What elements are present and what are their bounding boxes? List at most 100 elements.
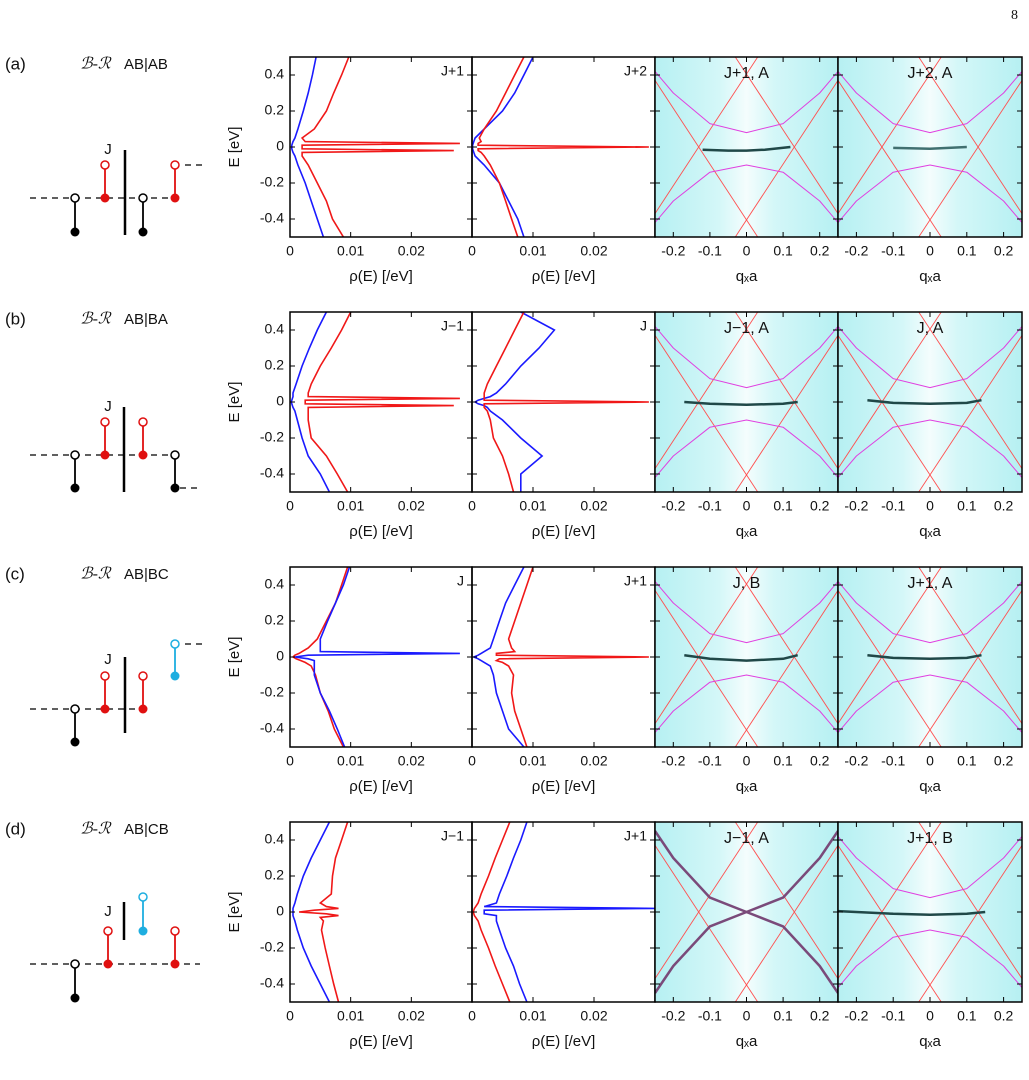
x-axis-label: qₓa	[736, 1033, 758, 1050]
frame	[837, 311, 1023, 493]
spectral-background	[838, 567, 1022, 747]
y-tick-label: -0.4	[260, 720, 284, 736]
y-tick-label: -0.2	[260, 684, 284, 700]
panel-label: (d)	[5, 819, 26, 838]
y-tick-label: 0.2	[265, 102, 285, 118]
filled-site	[70, 993, 80, 1003]
x-axis-label: qₓa	[919, 778, 941, 795]
panel-title: J	[640, 318, 647, 334]
x-axis-label: ρ(E) [/eV]	[532, 268, 596, 285]
x-tick-label: 0.2	[994, 498, 1014, 514]
open-site	[70, 959, 80, 969]
x-tick-label: 0.1	[957, 498, 977, 514]
panel-title: J−1, A	[724, 320, 769, 337]
band-curve	[655, 419, 838, 478]
x-axis-label: ρ(E) [/eV]	[349, 268, 413, 285]
x-tick-label: 0.1	[773, 243, 793, 259]
band-curve	[893, 145, 967, 151]
panel: 0 0.01 0.02 -0.4 -0.2 0 0.2 0.4 J−1 ρ(E) [/eV] E […	[226, 821, 473, 1050]
filled-site	[70, 737, 80, 747]
filled-site	[170, 671, 180, 681]
stacking-label: AB|BC	[124, 566, 169, 583]
x-tick-label: 0.01	[519, 498, 546, 514]
x-tick-label: 0.02	[580, 498, 607, 514]
x-tick-label: 0	[743, 753, 751, 769]
spectral-background	[655, 567, 838, 747]
plot-area	[291, 57, 460, 237]
x-tick-label: 0.02	[398, 753, 425, 769]
band-curve	[655, 335, 759, 492]
band-curve	[655, 164, 838, 223]
x-tick-label: 0	[468, 1008, 476, 1024]
band-curve	[734, 312, 838, 469]
x-tick-label: -0.2	[844, 1008, 868, 1024]
x-tick-label: 0.2	[810, 1008, 830, 1024]
x-tick-label: -0.1	[698, 498, 722, 514]
band-curve	[867, 398, 982, 406]
frame	[837, 56, 1023, 238]
x-tick-label: -0.1	[698, 753, 722, 769]
panel: -0.2 -0.1 0 0.1 0.2 J+1, A qₓa	[837, 566, 1023, 795]
model-label: ℬ-ℛ	[80, 566, 112, 583]
y-tick-label: -0.4	[260, 975, 284, 991]
filled-site	[70, 227, 80, 237]
y-tick-label: -0.2	[260, 429, 284, 445]
frame	[289, 821, 473, 1003]
y-axis-label: E [eV]	[226, 637, 243, 678]
x-tick-label: 0.2	[994, 243, 1014, 259]
open-site	[100, 417, 110, 427]
x-axis-label: ρ(E) [/eV]	[532, 778, 596, 795]
plot-area	[472, 567, 649, 747]
panel-title: J, A	[917, 320, 944, 337]
y-tick-label: 0.4	[265, 66, 285, 82]
dos-curve	[494, 567, 649, 747]
x-tick-label: 0.02	[398, 498, 425, 514]
x-tick-label: 0.1	[773, 1008, 793, 1024]
band-curve	[655, 326, 838, 389]
panel-title: J+1	[624, 828, 647, 844]
band-curve	[838, 419, 1022, 478]
x-tick-label: 0.1	[957, 753, 977, 769]
panel: 0 0.01 0.02 J+1 ρ(E) [/eV]	[468, 566, 656, 795]
stacking-label: AB|BA	[124, 311, 168, 328]
open-site	[170, 450, 180, 460]
panel-label: (b)	[5, 309, 26, 328]
plot-area	[655, 822, 838, 1002]
panel: -0.2 -0.1 0 0.1 0.2 J+2, A qₓa	[837, 56, 1023, 285]
panel: 0 0.01 0.02 J+2 ρ(E) [/eV]	[468, 56, 656, 285]
site-label: J	[104, 141, 112, 158]
panel-title: J+1, A	[908, 575, 953, 592]
x-tick-label: 0.2	[810, 753, 830, 769]
filled-site	[138, 704, 148, 714]
y-tick-label: 0	[276, 648, 284, 664]
frame	[289, 566, 473, 748]
y-tick-label: 0.4	[265, 321, 285, 337]
y-axis-label: E [eV]	[226, 382, 243, 423]
x-axis-label: ρ(E) [/eV]	[532, 1033, 596, 1050]
plot-area	[292, 822, 349, 1002]
filled-site	[103, 959, 113, 969]
plot-area	[655, 57, 838, 237]
open-site	[138, 417, 148, 427]
open-site	[100, 160, 110, 170]
x-tick-label: -0.1	[881, 498, 905, 514]
open-site	[138, 892, 148, 902]
panel-title: J+1	[624, 573, 647, 589]
filled-site	[70, 483, 80, 493]
x-axis-label: qₓa	[736, 268, 758, 285]
panel-title: J+1	[441, 63, 464, 79]
panel: -0.2 -0.1 0 0.1 0.2 J−1, A qₓa	[654, 311, 839, 540]
y-tick-label: -0.2	[260, 174, 284, 190]
band-curve	[838, 71, 1022, 134]
band-curve	[684, 400, 798, 406]
filled-site	[170, 483, 180, 493]
x-tick-label: 0	[286, 243, 294, 259]
y-tick-label: 0.2	[265, 612, 285, 628]
x-tick-label: 0.02	[580, 243, 607, 259]
frame	[837, 821, 1023, 1003]
panel: 0 0.01 0.02 -0.4 -0.2 0 0.2 0.4 J−1 ρ(E) [/eV] E […	[226, 311, 473, 540]
x-axis-label: qₓa	[919, 268, 941, 285]
band-curve	[838, 326, 1022, 389]
